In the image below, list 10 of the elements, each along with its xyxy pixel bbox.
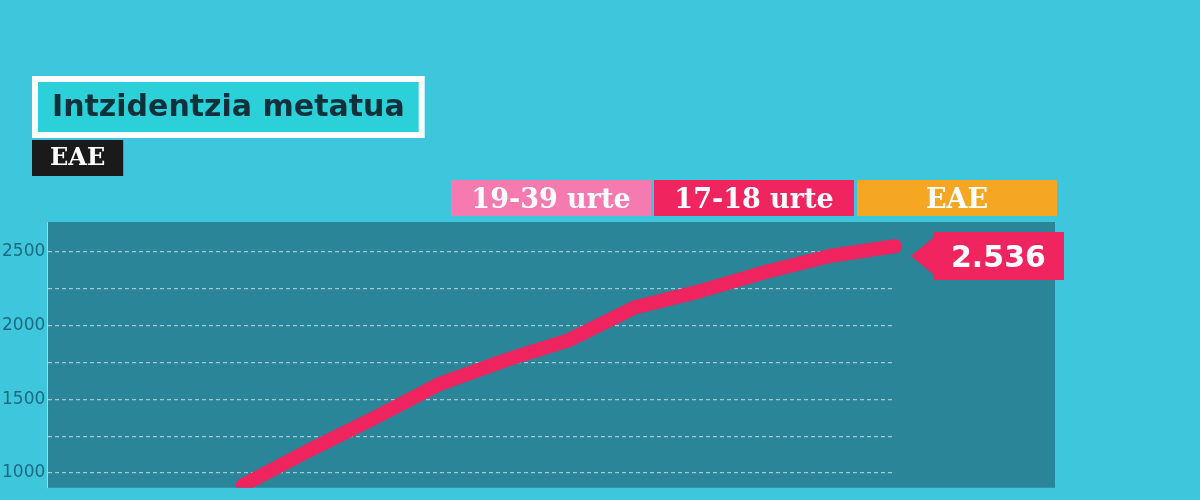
legend-label: 19-39 urte — [463, 180, 651, 216]
legend-label: EAE — [869, 180, 1057, 216]
y-tick-label: 1000 — [2, 461, 46, 482]
data-label: 2.536 — [951, 238, 1046, 274]
y-tick-label: 2000 — [2, 313, 46, 334]
y-tick-label: 2500 — [2, 239, 46, 260]
legend-label: 17-18 urte — [666, 180, 854, 216]
chart-subtitle: EAE — [50, 142, 106, 172]
y-tick-label: 1500 — [2, 387, 46, 408]
chart-title: Intzidentzia metatua — [52, 87, 405, 123]
